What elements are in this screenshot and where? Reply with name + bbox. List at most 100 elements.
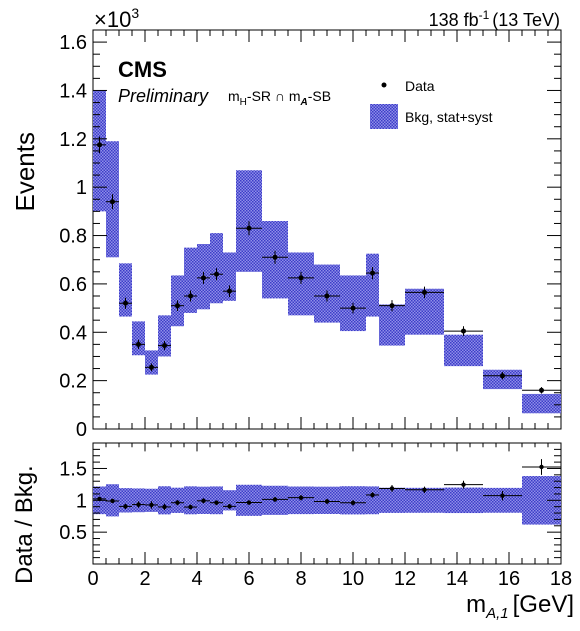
ratio-band-9 [210, 486, 223, 515]
ratio-point-21 [539, 464, 544, 470]
ratio-band-11 [236, 484, 262, 516]
ratio-band-10 [223, 490, 236, 511]
bkg-band-19 [444, 334, 483, 367]
y-tick-label-top: 1.4 [59, 80, 87, 102]
x-tick-label: 10 [342, 568, 364, 590]
data-point-20 [500, 373, 505, 379]
data-point-10 [227, 288, 232, 294]
ratio-point-17 [389, 486, 395, 491]
data-point-6 [175, 303, 180, 309]
data-point-7 [188, 293, 193, 299]
ratio-point-4 [149, 502, 154, 508]
data-point-5 [162, 343, 167, 349]
bkg-band-10 [223, 252, 236, 301]
y-tick-label-ratio: 0.5 [59, 522, 87, 544]
x-tick-label: 16 [498, 568, 520, 590]
bkg-band-21 [522, 393, 561, 414]
ratio-point-16 [370, 492, 375, 498]
axis-tick-labels: 0 2 4 6 8 10 12 14 16 18 0 0.2 0.4 0.6 0.8 1 1.2 1.4 1.6 0.… [59, 32, 572, 590]
data-point-9 [214, 271, 219, 277]
data-point-16 [370, 270, 375, 276]
bkg-band-5 [158, 315, 171, 357]
ratio-point-7 [188, 504, 193, 510]
bkg-band-11 [236, 170, 262, 272]
ratio-band-5 [158, 486, 171, 515]
ratio-point-0 [97, 496, 102, 502]
data-point-17 [389, 303, 395, 309]
data-point-18 [422, 289, 427, 295]
x-tick-label: 0 [87, 568, 98, 590]
data-point-13 [298, 275, 304, 281]
y-axis-title-top: Events [10, 132, 40, 212]
data-points-top [93, 136, 561, 394]
ratio-point-6 [175, 500, 180, 505]
x-tick-label: 4 [191, 568, 202, 590]
y-tick-label-top: 0 [76, 419, 87, 441]
y-tick-label-top: 0.6 [59, 274, 87, 296]
y-tick-label-top: 1 [76, 177, 87, 199]
bkg-bands-ratio [93, 476, 561, 525]
data-point-8 [201, 275, 206, 281]
ratio-band-7 [184, 486, 197, 515]
ratio-band-16 [366, 486, 379, 515]
ratio-band-3 [132, 488, 145, 513]
legend-data-marker [381, 82, 387, 88]
x-tick-label: 12 [394, 568, 416, 590]
y-tick-label-ratio: 1.5 [59, 458, 87, 480]
data-point-1 [110, 199, 115, 205]
ratio-point-10 [227, 504, 232, 509]
preliminary-label: Preliminary [118, 86, 209, 106]
y-multiplier: ×103 [94, 5, 139, 32]
cms-label: CMS [118, 57, 167, 82]
axis-ticks [92, 29, 562, 564]
x-axis-title: mA,1 [GeV] [466, 591, 574, 622]
data-point-15 [350, 305, 356, 311]
bkg-band-4 [145, 350, 158, 375]
x-tick-label: 8 [295, 568, 306, 590]
ratio-band-19 [444, 487, 483, 514]
y-tick-label-top: 1.2 [59, 129, 87, 151]
bkg-band-16 [366, 253, 379, 317]
bkg-band-17 [379, 304, 405, 346]
ratio-point-19 [461, 482, 466, 487]
data-point-3 [136, 341, 141, 347]
y-tick-label-top: 0.2 [59, 371, 87, 393]
data-point-11 [246, 225, 252, 231]
legend-bkg-swatch [370, 104, 398, 129]
bkg-band-3 [132, 321, 145, 356]
x-tick-label: 6 [243, 568, 254, 590]
ratio-band-17 [379, 487, 405, 513]
data-point-4 [149, 364, 154, 370]
data-point-0 [97, 142, 102, 148]
ratio-band-4 [145, 488, 158, 512]
ratio-point-11 [246, 500, 252, 505]
x-tick-label: 18 [550, 568, 572, 590]
bkg-band-7 [184, 247, 197, 313]
ratio-point-1 [110, 498, 115, 504]
ratio-point-15 [350, 500, 356, 505]
lumi-label: 138 fb-1 (13 TeV) [429, 8, 560, 30]
ratio-point-12 [272, 497, 278, 502]
ratio-point-8 [201, 498, 206, 504]
region-label: mH-SR ∩ mA-SB [228, 88, 331, 108]
ratio-point-9 [214, 500, 219, 505]
legend-data-label: Data [405, 78, 435, 94]
ratio-point-14 [324, 499, 330, 504]
data-point-21 [539, 387, 544, 393]
y-tick-label-top: 0.4 [59, 322, 87, 344]
ratio-point-20 [500, 493, 505, 498]
ratio-point-3 [136, 502, 141, 507]
data-point-12 [272, 254, 278, 260]
ratio-point-2 [123, 504, 128, 509]
y-tick-label-top: 1.6 [59, 32, 87, 54]
y-tick-label-ratio: 1 [76, 490, 87, 512]
x-tick-label: 2 [139, 568, 150, 590]
x-tick-label: 14 [446, 568, 468, 590]
bkg-bands-top [93, 90, 561, 414]
y-tick-label-top: 0.8 [59, 226, 87, 248]
legend-bkg-label: Bkg, stat+syst [405, 109, 493, 125]
data-point-2 [123, 300, 128, 306]
data-points-ratio [93, 459, 561, 511]
ratio-point-13 [298, 495, 304, 500]
